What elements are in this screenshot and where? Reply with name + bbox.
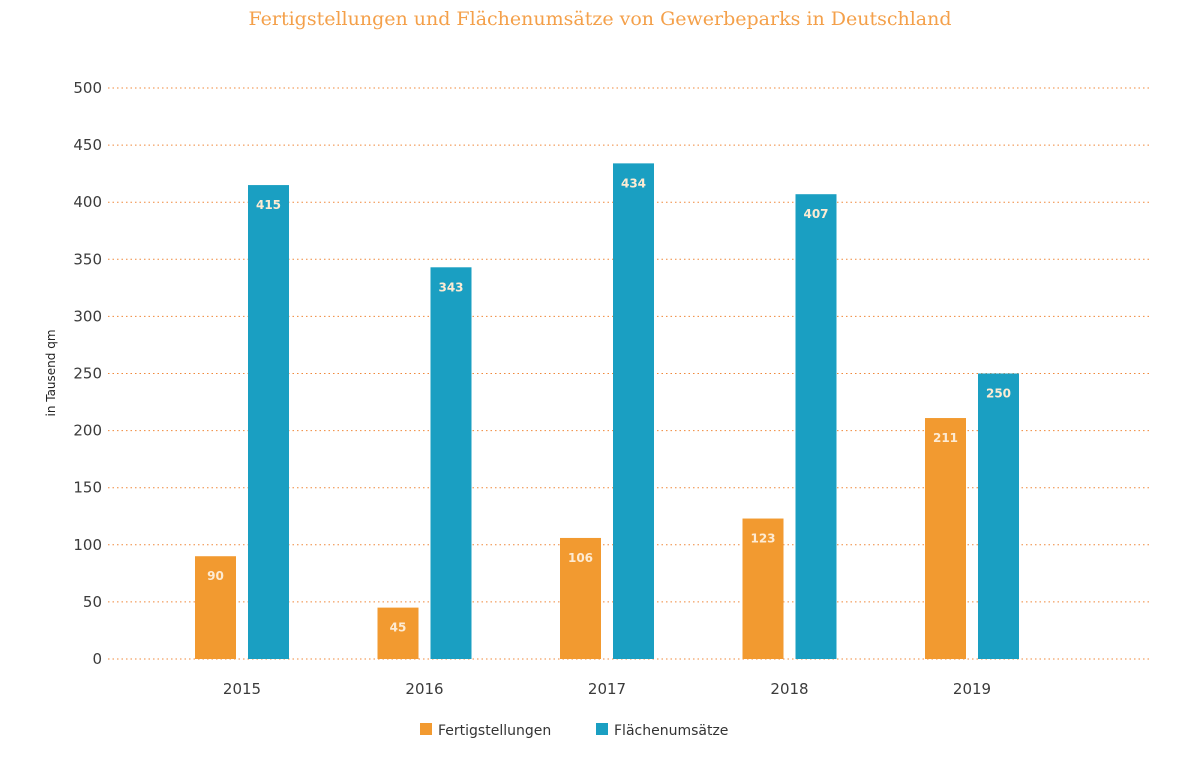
y-tick-label: 500 bbox=[73, 79, 102, 97]
legend-swatch bbox=[420, 723, 432, 735]
y-tick-label: 350 bbox=[73, 250, 102, 268]
y-tick-label: 0 bbox=[92, 650, 102, 668]
y-tick-label: 400 bbox=[73, 193, 102, 211]
y-tick-label: 300 bbox=[73, 307, 102, 325]
y-axis-label: in Tausend qm bbox=[44, 329, 58, 416]
data-label: 45 bbox=[390, 621, 407, 635]
bar-flächenumsätze-2017 bbox=[613, 163, 654, 659]
bar-flächenumsätze-2016 bbox=[430, 267, 472, 659]
data-label: 250 bbox=[986, 387, 1011, 401]
data-label: 407 bbox=[803, 207, 828, 221]
bar-flächenumsätze-2015 bbox=[248, 185, 289, 659]
data-label: 123 bbox=[750, 532, 775, 546]
y-tick-label: 150 bbox=[73, 479, 102, 497]
chart-title: Fertigstellungen und Flächenumsätze von … bbox=[248, 8, 952, 30]
x-tick-label: 2018 bbox=[770, 680, 808, 698]
data-label: 434 bbox=[621, 176, 646, 190]
y-tick-label: 100 bbox=[73, 536, 102, 554]
x-tick-label: 2016 bbox=[405, 680, 443, 698]
bar-fertigstellungen-2017 bbox=[560, 537, 601, 659]
data-label: 415 bbox=[256, 198, 281, 212]
x-tick-label: 2015 bbox=[223, 680, 261, 698]
bar-fertigstellungen-2019 bbox=[925, 418, 966, 659]
bar-flächenumsätze-2019 bbox=[978, 373, 1019, 659]
data-label: 211 bbox=[933, 431, 958, 445]
legend-label: Flächenumsätze bbox=[614, 723, 728, 739]
bar-fertigstellungen-2018 bbox=[742, 518, 784, 659]
legend-swatch bbox=[596, 723, 608, 735]
y-tick-label: 450 bbox=[73, 136, 102, 154]
bar-fertigstellungen-2016 bbox=[377, 607, 419, 659]
x-tick-label: 2017 bbox=[588, 680, 626, 698]
y-tick-label: 200 bbox=[73, 422, 102, 440]
bar-fertigstellungen-2015 bbox=[195, 556, 236, 659]
data-label: 90 bbox=[207, 569, 224, 583]
y-tick-label: 50 bbox=[83, 593, 102, 611]
data-label: 106 bbox=[568, 551, 593, 565]
y-tick-label: 250 bbox=[73, 365, 102, 383]
legend-label: Fertigstellungen bbox=[438, 723, 551, 739]
bar-flächenumsätze-2018 bbox=[795, 194, 837, 659]
x-tick-label: 2019 bbox=[953, 680, 991, 698]
data-label: 343 bbox=[438, 280, 463, 294]
